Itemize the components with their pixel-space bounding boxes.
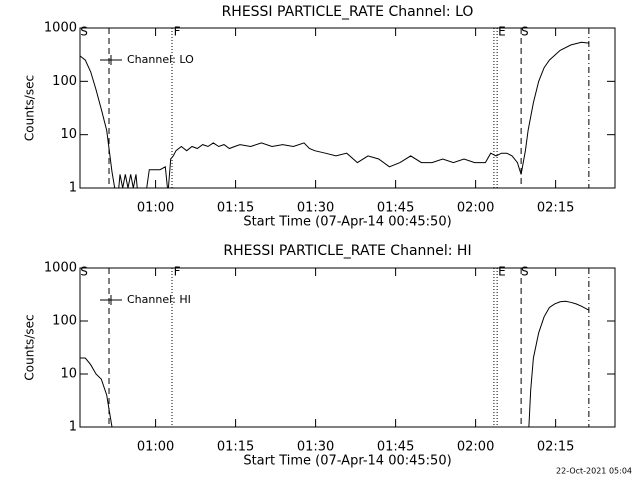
y-tick-label: 1000	[44, 261, 77, 276]
x-tick-label: 01:15	[217, 440, 254, 455]
y-tick-label: 10	[60, 367, 77, 382]
footer: 22-Oct-2021 05:04	[556, 467, 632, 476]
flag-label: E	[498, 25, 506, 39]
y-tick-label: 10	[60, 127, 77, 142]
chart-title: RHESSI PARTICLE_RATE Channel: HI	[223, 243, 471, 259]
x-tick-label: 01:00	[137, 440, 174, 455]
flag-label: S	[521, 25, 529, 39]
chart-title: RHESSI PARTICLE_RATE Channel: LO	[222, 4, 474, 20]
plot-frame	[79, 267, 616, 428]
x-axis-label: Start Time (07-Apr-14 00:45:50)	[243, 215, 451, 230]
x-tick-label: 01:45	[377, 201, 414, 216]
x-tick-label: 01:30	[297, 440, 334, 455]
plot-frame	[79, 27, 616, 189]
series-line	[80, 300, 590, 427]
y-tick-label: 100	[52, 74, 77, 89]
y-tick-label: 1	[69, 181, 77, 196]
flag-label: F	[174, 25, 181, 39]
x-tick-label: 02:00	[457, 201, 494, 216]
y-tick-label: 1	[69, 420, 77, 435]
y-tick-label: 100	[52, 314, 77, 329]
x-tick-label: 01:15	[217, 201, 254, 216]
x-tick-label: 02:00	[457, 440, 494, 455]
flag-label: F	[174, 265, 181, 279]
flag-label: S	[80, 25, 88, 39]
x-tick-label: 01:00	[137, 201, 174, 216]
flag-label: S	[521, 265, 529, 279]
legend-label: Channel: LO	[127, 53, 194, 66]
flag-label: E	[498, 265, 506, 279]
x-tick-label: 02:15	[537, 201, 574, 216]
series-line	[80, 41, 589, 188]
flag-label: S	[80, 265, 88, 279]
y-tick-label: 1000	[44, 21, 77, 36]
x-tick-label: 01:30	[297, 201, 334, 216]
x-tick-label: 01:45	[377, 440, 414, 455]
y-axis-label: Counts/sec	[23, 75, 37, 141]
x-tick-label: 02:15	[537, 440, 574, 455]
legend-label: Channel: HI	[127, 293, 191, 306]
x-axis-label: Start Time (07-Apr-14 00:45:50)	[243, 454, 451, 469]
y-axis-label: Counts/sec	[23, 314, 37, 380]
